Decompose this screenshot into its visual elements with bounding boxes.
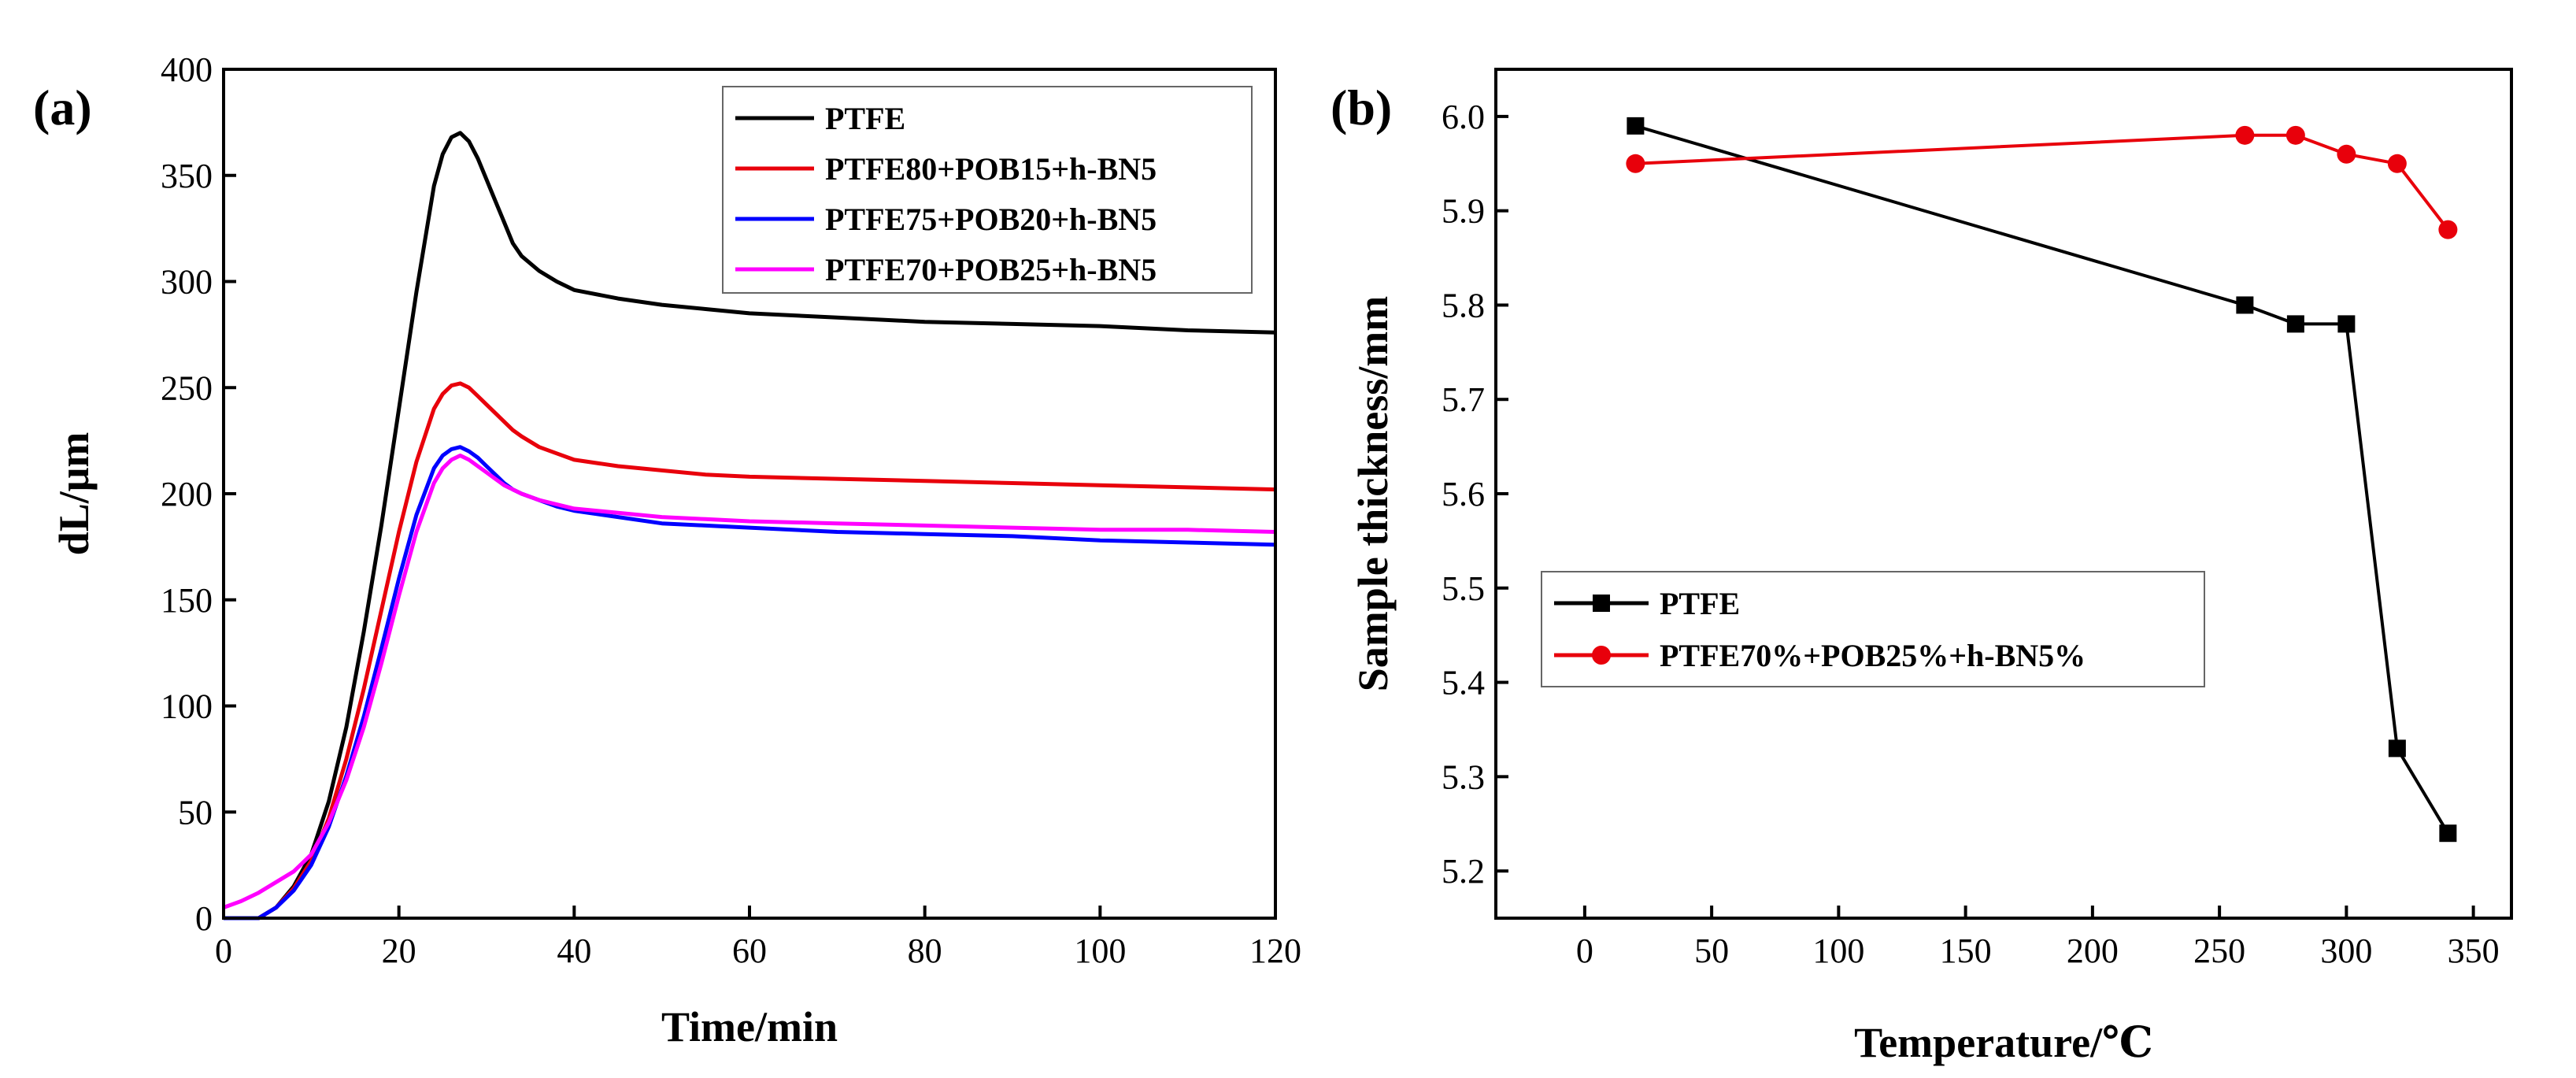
data-point-ptfe70-pob25-h-bn5 xyxy=(2285,125,2305,145)
panel-a-y-tick-label: 350 xyxy=(161,157,213,195)
data-point-ptfe70-pob25-h-bn5 xyxy=(1626,154,1645,173)
panel-b-y-tick-label: 5.4 xyxy=(1442,664,1485,702)
panel-b-y-tick-label: 5.3 xyxy=(1442,758,1485,796)
panel-a-y-axis-title: dL/μm xyxy=(50,432,98,556)
panel-a-y-tick-label: 150 xyxy=(161,581,213,620)
panel-a-legend: PTFE PTFE80+POB15+h-BN5 PTFE75+POB20+h-BN5… xyxy=(722,86,1253,294)
data-point-ptfe70-pob25-h-bn5 xyxy=(2387,154,2407,173)
panel-b-x-tick-label: 350 xyxy=(2448,932,2500,970)
panel-b: (b) 0 50 100 150 200 250 300 350 5.2 5.3 5.4 5.5 5.6… xyxy=(1331,68,2513,1066)
series-line-ptfe xyxy=(224,131,1276,921)
panel-b-y-tick-label: 5.8 xyxy=(1442,286,1485,324)
panel-a-x-axis-title: Time/min xyxy=(661,1003,838,1050)
panel-a: (a) 0 20 40 60 80 100 120 0 50 100 150 200 250 300 350… xyxy=(33,50,1301,1050)
panel-b-x-tick-label: 0 xyxy=(1576,932,1593,970)
data-point-ptfe70-pob25-h-bn5 xyxy=(2438,220,2458,239)
panel-a-y-tick-label: 100 xyxy=(161,687,213,726)
series-line-ptfe75-pob20-h-bn5 xyxy=(224,445,1276,921)
data-point-ptfe xyxy=(2236,296,2254,314)
legend-label-ptfe: PTFE xyxy=(1660,586,1740,621)
legend-marker-ptfe xyxy=(1593,595,1610,612)
panel-b-x-tick-label: 300 xyxy=(2320,932,2372,970)
data-point-ptfe xyxy=(1627,117,1645,135)
data-point-ptfe xyxy=(2286,315,2304,333)
panel-a-x-tick-label: 20 xyxy=(382,932,416,970)
legend-label-ptfe70-pob25-h-bn5: PTFE70%+POB25%+h-BN5% xyxy=(1660,638,2086,673)
panel-b-y-tick-label: 5.6 xyxy=(1442,475,1485,513)
panel-b-x-axis-title: Temperature/℃ xyxy=(1854,1019,2153,1066)
panel-b-label: (b) xyxy=(1331,80,1392,135)
panel-a-y-tick-label: 300 xyxy=(161,263,213,302)
series-line-ptfe70-pob25-h-bn5 xyxy=(1635,133,2449,231)
panel-a-y-tick-label: 400 xyxy=(161,50,213,89)
panel-b-legend: PTFE PTFE70%+POB25%+h-BN5% xyxy=(1541,571,2205,687)
panel-a-x-tick-label: 100 xyxy=(1074,932,1126,970)
panel-a-x-tick-label: 60 xyxy=(732,932,767,970)
panel-a-y-tick-label: 200 xyxy=(161,475,213,513)
legend-label-ptfe75-pob20-h-bn5: PTFE75+POB20+h-BN5 xyxy=(825,202,1157,237)
panel-b-y-tick-label: 6.0 xyxy=(1442,98,1485,136)
series-line-ptfe xyxy=(1634,124,2450,835)
panel-b-y-tick-label: 5.5 xyxy=(1442,569,1485,608)
panel-a-x-tick-label: 120 xyxy=(1249,932,1301,970)
panel-b-x-tick-label: 250 xyxy=(2193,932,2245,970)
panel-a-x-tick-label: 40 xyxy=(557,932,591,970)
panel-b-y-tick-label: 5.2 xyxy=(1442,852,1485,891)
panel-a-x-tick-label: 0 xyxy=(215,932,232,970)
panel-b-ticks: 0 50 100 150 200 250 300 350 5.2 5.3 5.4 5.5 5.6 5.7 5… xyxy=(1442,98,2500,970)
data-point-ptfe xyxy=(2439,824,2457,843)
panel-a-x-tick-label: 80 xyxy=(908,932,942,970)
data-point-ptfe70-pob25-h-bn5 xyxy=(2337,144,2356,164)
panel-a-series-group xyxy=(223,131,1276,921)
panel-b-x-tick-label: 150 xyxy=(1940,932,1992,970)
legend-label-ptfe: PTFE xyxy=(825,101,905,136)
panel-a-y-tick-label: 250 xyxy=(161,369,213,407)
panel-b-x-tick-label: 50 xyxy=(1694,932,1729,970)
panel-a-legend-box xyxy=(722,86,1253,294)
data-point-ptfe xyxy=(2337,315,2356,333)
panel-a-ticks: 0 20 40 60 80 100 120 0 50 100 150 200 250 300 350 400 xyxy=(161,50,1301,970)
data-point-ptfe xyxy=(2388,739,2406,758)
panel-a-y-tick-label: 50 xyxy=(178,793,213,832)
panel-b-x-tick-label: 100 xyxy=(1812,932,1864,970)
panel-a-label: (a) xyxy=(33,80,92,135)
panel-b-x-tick-label: 200 xyxy=(2067,932,2119,970)
panel-b-y-tick-label: 5.9 xyxy=(1442,192,1485,231)
data-point-ptfe70-pob25-h-bn5 xyxy=(2235,125,2255,145)
panel-b-series-group xyxy=(1626,117,2458,843)
legend-marker-ptfe70-pob25-h-bn5 xyxy=(1592,646,1611,665)
legend-label-ptfe70-pob25-h-bn5: PTFE70+POB25+h-BN5 xyxy=(825,252,1157,287)
panel-b-y-tick-label: 5.7 xyxy=(1442,380,1485,419)
panel-a-y-tick-label: 0 xyxy=(195,899,213,938)
series-line-ptfe70-pob25-h-bn5 xyxy=(223,454,1276,909)
legend-label-ptfe80-pob15-h-bn5: PTFE80+POB15+h-BN5 xyxy=(825,151,1157,187)
panel-b-legend-box xyxy=(1541,571,2205,687)
panel-b-y-axis-title: Sample thickness/mm xyxy=(1349,296,1397,692)
